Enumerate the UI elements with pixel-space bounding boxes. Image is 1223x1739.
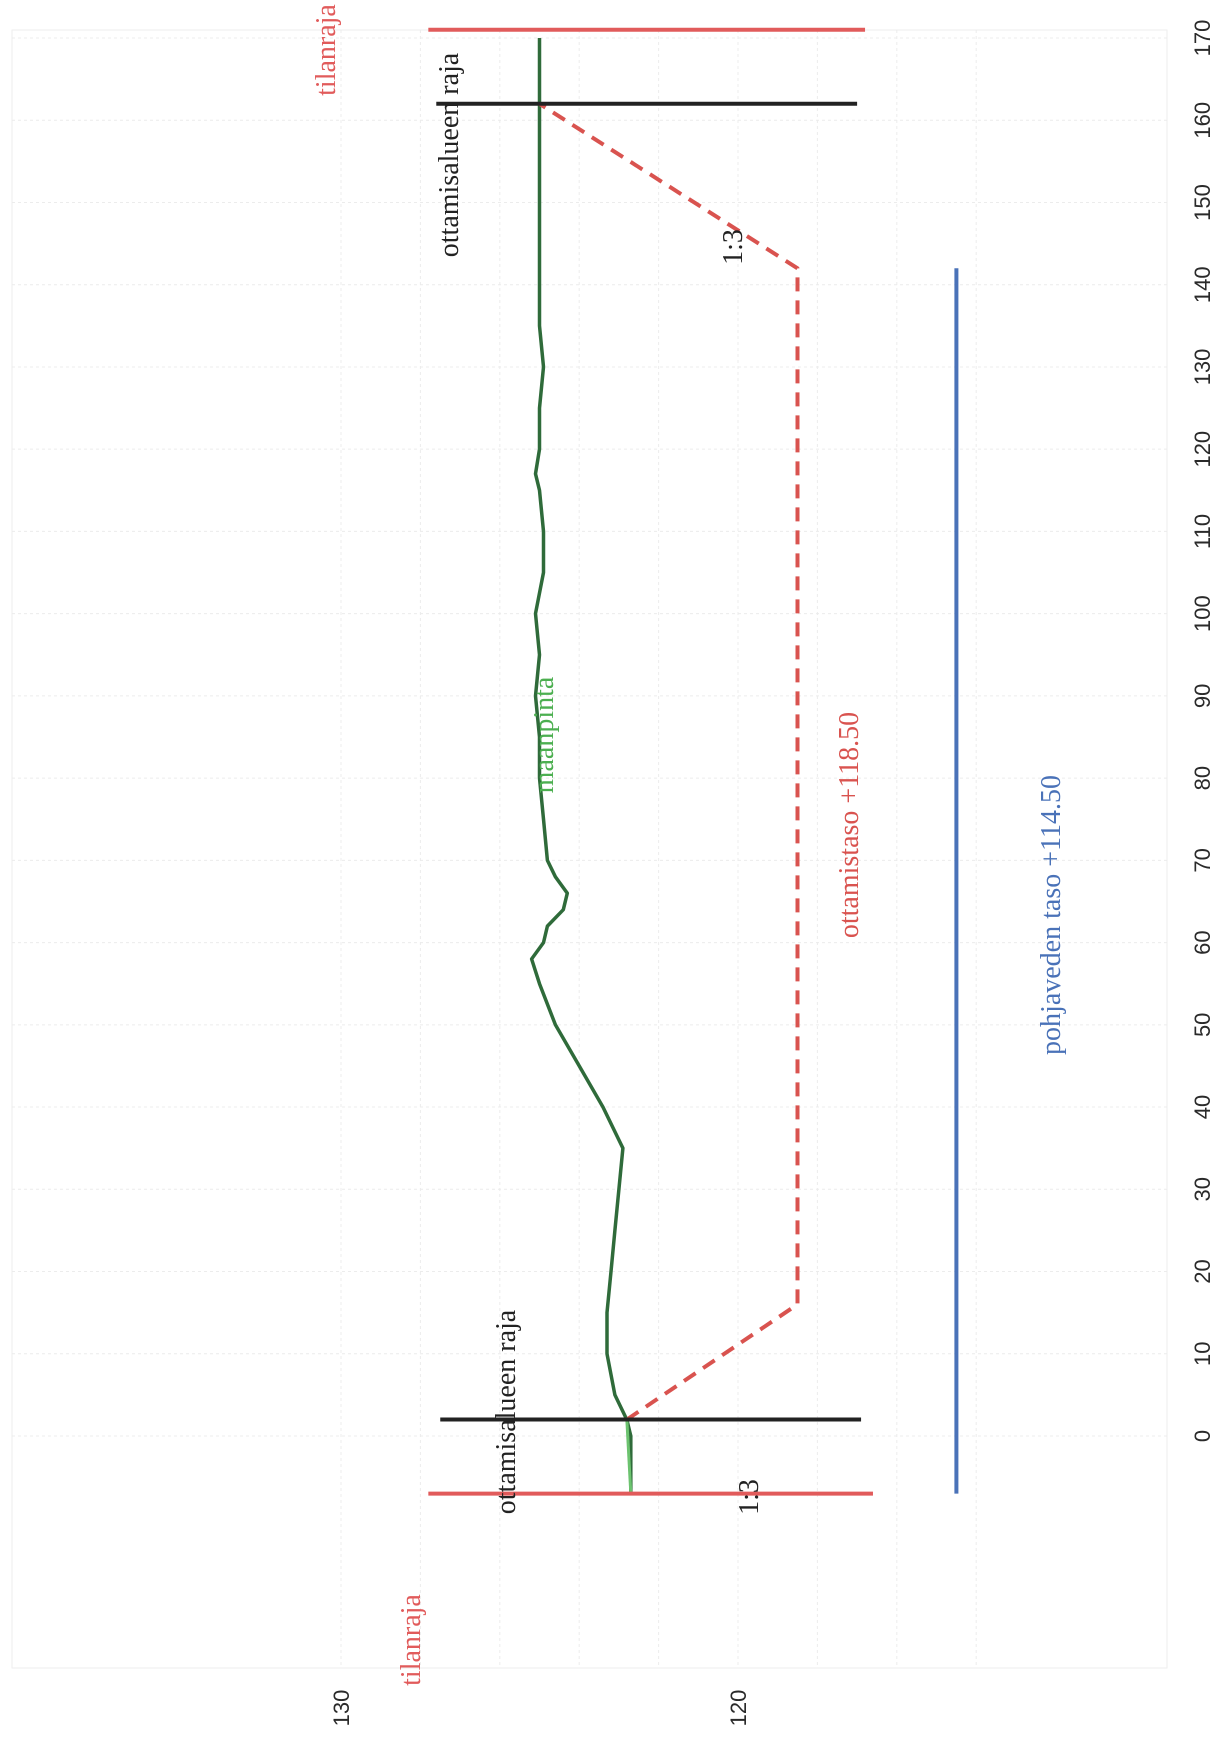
series-layer <box>529 38 959 1494</box>
series-line-0 <box>529 38 633 1494</box>
x-tick-label: 80 <box>1190 766 1215 790</box>
annotation-slope-left: 1:3 <box>734 1479 765 1515</box>
x-tick-label: 40 <box>1190 1095 1215 1119</box>
boundary-lines <box>428 27 873 1496</box>
annotation-tilanraja-left: tilanraja <box>396 1594 427 1686</box>
y-tick-label: 130 <box>329 1690 354 1727</box>
annotation-slope-right: 1:3 <box>718 229 749 265</box>
x-tick-label: 90 <box>1190 684 1215 708</box>
series-line-0-segment <box>625 1419 633 1494</box>
x-axis-ticks: 0 10 20 30 40 50 60 70 80 90 100 110 120 130 140 150 160… <box>1190 20 1215 1442</box>
x-tick-label: 50 <box>1190 1013 1215 1037</box>
x-tick-label: 10 <box>1190 1342 1215 1366</box>
annotation-maanpinta: maanpinta <box>529 676 560 793</box>
annotation-ottamisalueen-raja-left: ottamisalueen raja <box>491 1309 522 1514</box>
x-tick-label: 130 <box>1190 349 1215 386</box>
annotation-ottamisalueen-raja-right: ottamisalueen raja <box>434 52 465 257</box>
series-line-1 <box>538 102 800 1422</box>
x-tick-label: 20 <box>1190 1259 1215 1283</box>
x-tick-label: 160 <box>1190 102 1215 139</box>
x-tick-label: 30 <box>1190 1177 1215 1201</box>
y-axis-ticks: 130 120 <box>329 1690 751 1727</box>
x-tick-label: 100 <box>1190 595 1215 632</box>
x-tick-label: 70 <box>1190 848 1215 872</box>
x-tick-label: 0 <box>1190 1430 1215 1442</box>
x-tick-label: 170 <box>1190 20 1215 57</box>
annotation-tilanraja-right: tilanraja <box>311 4 342 96</box>
x-tick-label: 110 <box>1190 514 1215 549</box>
x-tick-label: 150 <box>1190 184 1215 221</box>
annotation-ottamistaso: ottamistaso +118.50 <box>834 712 865 938</box>
annotation-pohjaveden-taso: pohjaveden taso +114.50 <box>1036 775 1067 1055</box>
y-tick-label: 120 <box>726 1690 751 1727</box>
x-tick-label: 140 <box>1190 266 1215 303</box>
x-tick-label: 120 <box>1190 431 1215 468</box>
grid <box>12 30 1167 1668</box>
x-tick-label: 60 <box>1190 930 1215 954</box>
